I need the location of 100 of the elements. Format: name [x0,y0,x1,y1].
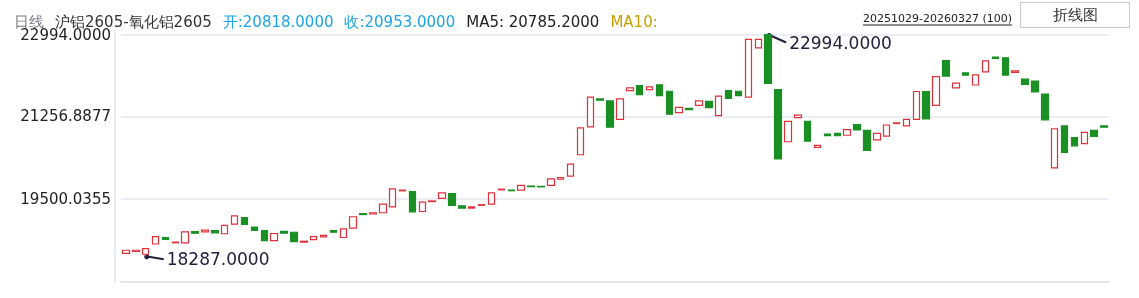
candlestick [457,205,467,209]
candlestick [586,96,595,128]
candlestick [269,232,279,242]
candlestick [418,201,427,213]
candlestick [1099,125,1109,128]
annotation: 18287.0000 [166,249,270,270]
annotation: MA10: [610,13,658,31]
candlestick [773,89,783,160]
candlestick [378,203,388,214]
candlestick [941,59,951,77]
candlestick [348,216,358,229]
candlestick [872,132,882,141]
candlestick [1030,80,1040,93]
candlestick [576,127,585,156]
candlestick [912,90,921,120]
candlestick [842,129,852,136]
candlestick [1060,125,1069,153]
candlestick [803,120,812,142]
candlestick [329,230,338,233]
candlestick [220,224,229,235]
candlestick [319,234,328,238]
candlestick [595,98,605,101]
candlestick [299,240,309,243]
candlestick [665,90,674,115]
candlestick [1001,57,1010,76]
candlestick [487,192,496,205]
candlestick [823,133,832,137]
candlestick [526,185,536,188]
candlestick [902,118,911,127]
candlestick [754,38,763,49]
candlestick [783,120,793,143]
candlestick [408,191,417,213]
candlestick [1080,131,1089,145]
candlestick [793,114,803,119]
annotation: 开:20818.0000 [222,13,334,31]
candlestick [279,230,289,234]
candlestick [388,188,397,208]
candlestick [516,184,526,191]
candlestick [882,124,891,137]
candlestick [180,231,190,244]
text: 20251029-20260327 (100) [863,11,1013,25]
candlestick [724,89,733,99]
candlestick [862,129,872,152]
candlestick [852,124,862,131]
candlestick [704,100,714,109]
candlestick [921,90,931,120]
candlestick [230,215,239,225]
candlestick [714,95,723,117]
candlestick [635,85,644,96]
candlestick [961,72,970,76]
candlestick [615,98,625,120]
annotation: 收:20953.0000 [344,13,456,31]
y-tick-label: 19500.0355 [20,190,111,209]
candlestick [161,236,170,240]
candlestick [1050,128,1059,169]
candlestick [971,74,980,86]
candlestick [1040,93,1050,121]
candlestick [1089,129,1099,138]
candlestick [674,106,684,114]
candlestick [734,90,743,97]
y-tick-label: 21256.8877 [20,107,111,126]
candlestick [190,231,200,234]
annotation: MA5: 20785.2000 [466,13,600,31]
candlestick [467,206,476,209]
candlestick [200,229,210,233]
candlestick [625,87,635,92]
candlestick [991,56,1000,59]
candlestick [833,132,842,137]
candlestick [151,235,160,245]
candlestick [289,231,299,243]
candlestick [427,200,437,203]
candlestick [981,60,990,73]
candlestick [566,163,575,177]
candlestick [1010,70,1020,73]
candlestick [694,100,704,107]
candlestick [240,217,249,226]
candlestick [931,76,941,107]
candlestick [813,144,822,148]
candlestick [1070,137,1079,147]
candlestick [121,249,131,254]
candlestick [260,230,269,242]
candlestick [447,192,457,206]
candlestick [309,235,318,241]
candlestick [556,177,565,180]
candlestick [437,192,447,200]
candlestick [655,84,664,97]
candlestick [210,230,220,234]
candlestick [141,248,150,257]
candlestick [546,178,556,187]
candlestick [536,185,546,188]
candlestick [358,213,368,216]
candlestick [368,212,378,215]
candlestick [507,189,516,192]
candlestick [398,189,407,192]
candlestick [339,228,348,239]
candlestick [645,86,654,91]
annotation: 22994.0000 [789,32,892,53]
candlestick [250,226,259,232]
candlestick [892,122,901,125]
candlestick [1020,78,1030,86]
